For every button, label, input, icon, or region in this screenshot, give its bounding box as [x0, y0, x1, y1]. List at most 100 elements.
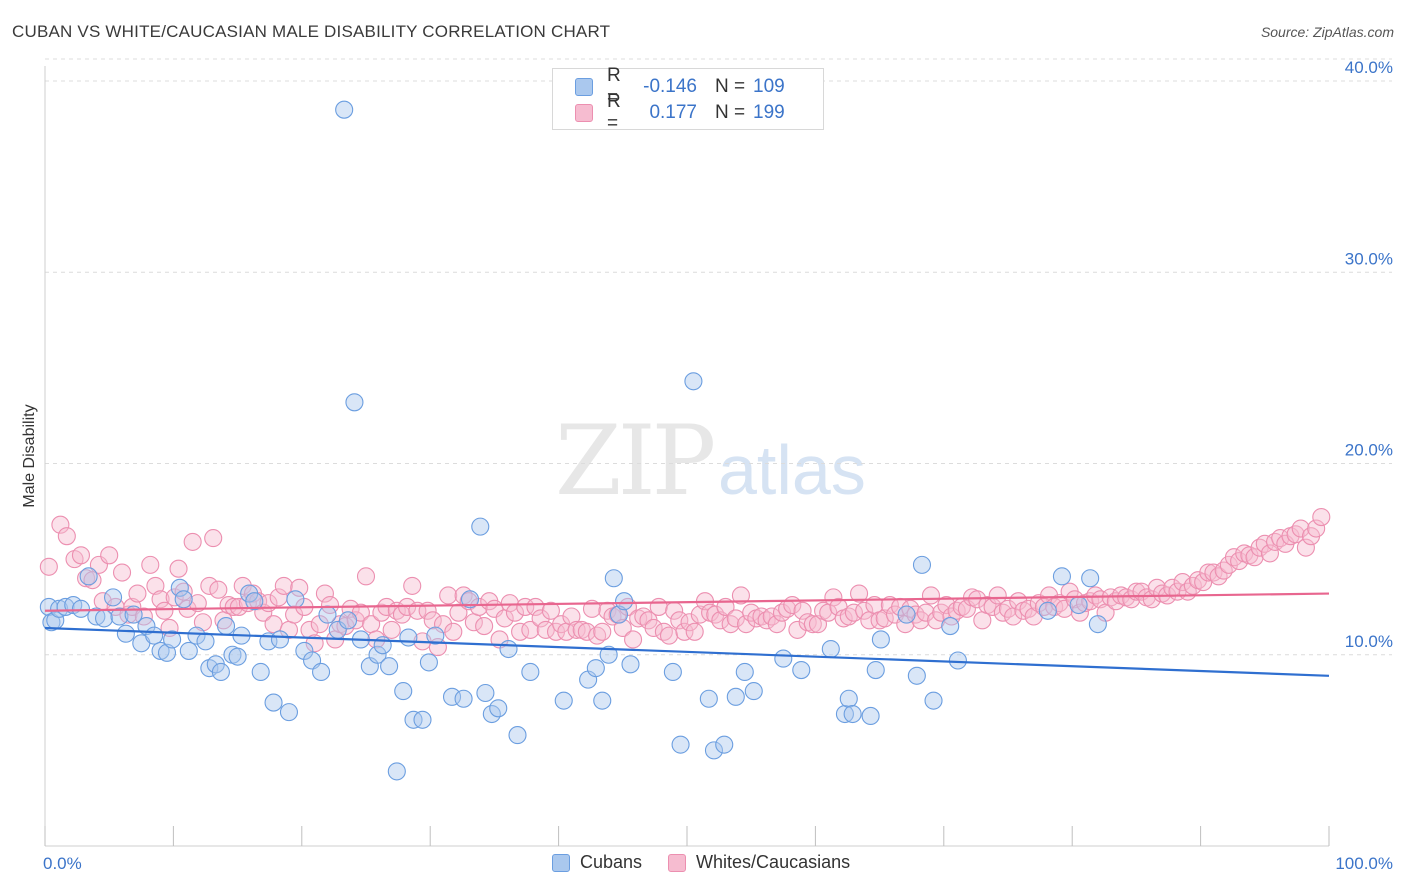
whites-point — [644, 618, 663, 638]
whites-point — [706, 605, 725, 624]
whites-point — [1307, 519, 1326, 538]
cubans-point — [264, 693, 283, 712]
whites-point — [183, 532, 202, 551]
whites-swatch — [668, 853, 687, 872]
cubans-point — [426, 626, 445, 645]
cubans-point — [245, 592, 264, 611]
cubans-point — [295, 641, 314, 660]
whites-point — [1070, 603, 1089, 622]
cubans-point — [1081, 569, 1100, 588]
whites-point — [680, 613, 699, 632]
whites-point — [613, 618, 632, 638]
legend-item-cubans[interactable]: Cubans — [552, 852, 642, 873]
y-tick-label: 40.0% — [1345, 58, 1393, 77]
whites-point — [372, 603, 391, 622]
whites-point — [224, 597, 243, 616]
cubans-point — [286, 590, 305, 609]
whites-point — [675, 622, 694, 641]
cubans-point — [187, 626, 206, 645]
cubans-point — [419, 653, 438, 672]
cubans-point — [843, 704, 862, 724]
whites-point — [649, 597, 668, 616]
whites-point — [382, 620, 401, 639]
cubans-swatch — [575, 78, 593, 96]
cubans-point — [170, 578, 189, 597]
cubans-point — [521, 662, 540, 682]
whites-point — [988, 586, 1007, 605]
whites-point — [531, 609, 550, 628]
whites-point — [209, 580, 228, 599]
cubans-point — [499, 639, 518, 659]
cubans-point — [476, 683, 495, 703]
whites-point — [141, 555, 160, 574]
legend-r-label: R = — [607, 65, 621, 108]
whites-point — [516, 597, 535, 616]
cubans-point — [399, 628, 418, 647]
legend-n-value: 109 — [753, 76, 785, 97]
cubans-point — [1069, 595, 1088, 615]
whites-trend-line — [44, 592, 1330, 612]
whites-point — [593, 622, 612, 641]
whites-point — [577, 622, 596, 641]
cubans-point — [508, 726, 527, 745]
cubans-point — [163, 630, 182, 649]
whites-point — [526, 597, 545, 616]
cubans-point — [318, 605, 337, 624]
whites-point — [737, 615, 756, 634]
cubans-swatch — [552, 853, 570, 872]
cubans-point — [345, 393, 364, 412]
whites-point — [51, 515, 70, 534]
whites-point — [937, 595, 956, 615]
cubans-point — [151, 641, 170, 660]
cubans-point — [941, 617, 960, 636]
cubans-point — [924, 691, 943, 710]
whites-point — [39, 557, 58, 576]
cubans-point — [71, 599, 91, 618]
cubans-points — [39, 100, 1107, 781]
cubans-point — [335, 100, 354, 119]
cubans-point — [897, 605, 916, 624]
cubans-point — [50, 599, 69, 618]
watermark-atlas: atlas — [718, 431, 866, 509]
whites-point — [356, 567, 376, 586]
whites-point — [1214, 561, 1233, 580]
cubans-point — [279, 703, 299, 722]
legend-label-cubans: Cubans — [580, 852, 643, 872]
cubans-point — [338, 611, 358, 630]
whites-point — [1173, 573, 1192, 592]
whites-point — [855, 601, 874, 620]
whites-point — [711, 611, 730, 630]
whites-swatch — [575, 104, 593, 122]
cubans-point — [715, 735, 734, 754]
cubans-point — [871, 630, 890, 649]
cubans-point — [621, 655, 640, 674]
whites-point — [767, 615, 786, 634]
whites-point — [721, 615, 740, 634]
whites-point — [475, 617, 494, 636]
whites-point — [521, 620, 540, 639]
cubans-point — [699, 689, 718, 708]
cubans-point — [604, 569, 623, 588]
whites-point — [264, 615, 283, 634]
whites-point — [850, 584, 869, 603]
cubans-point — [460, 590, 480, 609]
cubans-point — [835, 704, 854, 724]
whites-point — [315, 584, 334, 603]
cubans-point — [554, 691, 573, 710]
whites-point — [169, 559, 188, 578]
cubans-point — [104, 588, 123, 607]
cubans-point — [228, 647, 247, 666]
cubans-point — [270, 630, 290, 649]
cubans-point — [599, 645, 618, 664]
cubans-point — [413, 710, 432, 729]
legend-n-label: N = — [715, 76, 746, 97]
whites-point — [824, 588, 843, 607]
whites-point — [100, 546, 119, 565]
legend-n-label: N = — [715, 102, 746, 123]
cubans-point — [1088, 615, 1107, 634]
cubans-point — [735, 662, 754, 682]
cubans-point — [671, 735, 690, 754]
legend-item-whites[interactable]: Whites/Caucasians — [668, 852, 850, 873]
whites-point — [541, 601, 560, 620]
legend-row-whites: R = 0.177 N = 199 — [575, 91, 785, 134]
